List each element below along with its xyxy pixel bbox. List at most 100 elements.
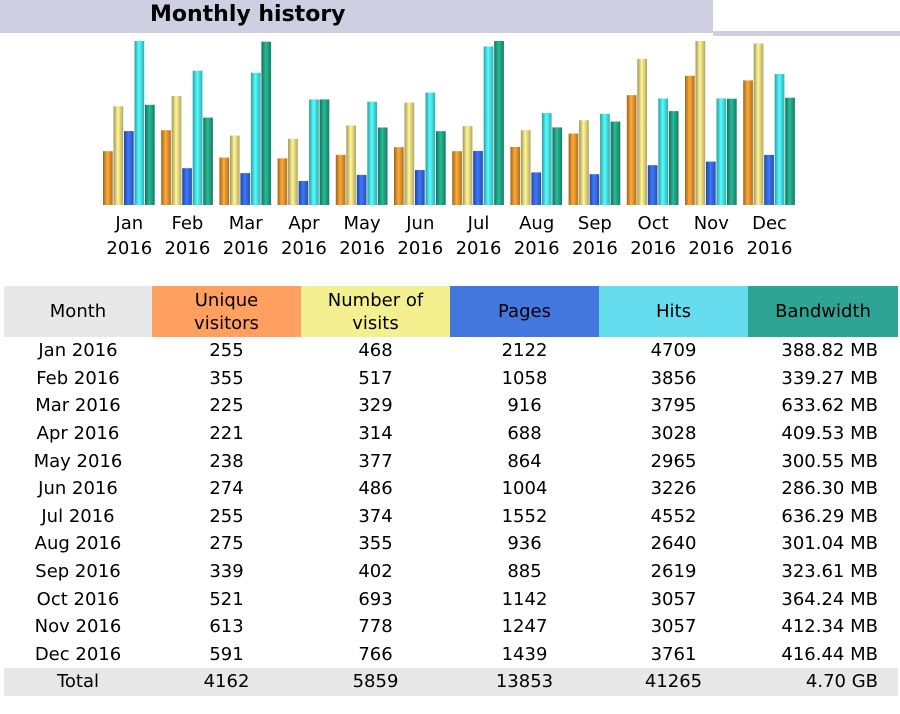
- unique-visitors-bar: [335, 154, 346, 205]
- pages-bar: [531, 172, 542, 205]
- x-tick-label-month: Apr: [288, 213, 320, 234]
- bandwidth-cell: 412.34 MB: [781, 616, 878, 638]
- pages-bar: [706, 161, 716, 205]
- visits-bar: [579, 120, 589, 205]
- header-number-of-visits: Number of visits: [301, 286, 450, 337]
- month-cell: Mar 2016: [35, 395, 121, 417]
- bandwidth-cell: 416.44 MB: [781, 643, 878, 665]
- pages-cell: 2122: [501, 340, 548, 362]
- x-tick-label-month: Jan: [114, 213, 143, 234]
- x-tick-label-month: Oct: [638, 213, 669, 234]
- visits-bar: [288, 138, 298, 205]
- hits-cell: 3226: [650, 478, 697, 500]
- total-bandwidth-cell: 4.70 GB: [748, 668, 898, 696]
- total-visits-cell: 5859: [301, 668, 450, 696]
- month-cell: Oct 2016: [36, 588, 120, 610]
- pages-bar: [764, 154, 774, 205]
- hits-bar: [425, 92, 436, 205]
- x-tick-label-year: 2016: [397, 238, 443, 259]
- hits-bar: [600, 113, 610, 205]
- monthly-history-chart: Jan 2016 Feb 2016 Mar 2016 Apr 2016 May 2016 Jun 20…: [103, 41, 795, 259]
- month-cell: Feb 2016: [36, 367, 120, 389]
- hits-cell: 4552: [650, 505, 697, 527]
- month-cell: Sep 2016: [35, 561, 121, 583]
- table-row: May 2016 238 377 864 2965 300.55 MB: [4, 447, 898, 475]
- unique-visitors-bar: [626, 95, 637, 205]
- hits-cell: 3057: [650, 588, 697, 610]
- visits-cell: 329: [358, 395, 393, 417]
- page-title: Monthly history: [150, 2, 346, 27]
- visits-cell: 517: [358, 367, 393, 389]
- visits-cell: 468: [358, 340, 393, 362]
- header-month: Month: [4, 286, 152, 337]
- unique-visitors-bar: [743, 80, 753, 205]
- unique-visitors-cell: 339: [209, 561, 244, 583]
- x-tick-label-month: Aug: [519, 213, 554, 234]
- unique-visitors-cell: 238: [209, 450, 244, 472]
- table-row: Feb 2016 355 517 1058 3856 339.27 MB: [4, 365, 898, 393]
- unique-visitors-cell: 613: [209, 616, 244, 638]
- total-hits-cell: 41265: [599, 668, 748, 696]
- bandwidth-cell: 339.27 MB: [781, 367, 878, 389]
- hits-cell: 2619: [650, 561, 697, 583]
- hits-bar: [658, 98, 668, 205]
- x-tick-label-month: Nov: [694, 213, 729, 234]
- total-row: Total 4162 5859 13853 41265 4.70 GB: [4, 668, 898, 696]
- month-cell: May 2016: [33, 450, 123, 472]
- x-tick-label-month: Feb: [171, 213, 203, 234]
- visits-bar: [404, 102, 415, 205]
- bandwidth-cell: 388.82 MB: [781, 340, 878, 362]
- hits-bar: [774, 74, 785, 205]
- pages-cell: 864: [507, 450, 542, 472]
- monthly-stats-table: Month Unique visitors Number of visits P…: [4, 286, 898, 696]
- pages-cell: 885: [507, 561, 542, 583]
- pages-bar: [356, 174, 367, 205]
- bandwidth-cell: 409.53 MB: [781, 423, 878, 445]
- visits-bar: [753, 43, 764, 205]
- x-tick-label-year: 2016: [223, 238, 269, 259]
- x-tick-label-year: 2016: [456, 238, 502, 259]
- pages-cell: 1439: [501, 643, 548, 665]
- hits-cell: 3028: [650, 423, 697, 445]
- table-row: Dec 2016 591 766 1439 3761 416.44 MB: [4, 641, 898, 669]
- month-cell: Apr 2016: [36, 423, 120, 445]
- x-tick-label-year: 2016: [572, 238, 618, 259]
- table-row: Jan 2016 255 468 2122 4709 388.82 MB: [4, 337, 898, 365]
- bandwidth-cell: 633.62 MB: [781, 395, 878, 417]
- x-tick-label-month: Jul: [467, 213, 490, 234]
- visits-bar: [346, 125, 356, 205]
- month-cell: Aug 2016: [34, 533, 122, 555]
- x-tick-label-year: 2016: [747, 238, 793, 259]
- pages-cell: 1247: [501, 616, 548, 638]
- hits-cell: 3856: [650, 367, 697, 389]
- x-tick-label-year: 2016: [106, 238, 152, 259]
- x-tick-label-year: 2016: [281, 238, 327, 259]
- header-unique-visitors: Unique visitors: [152, 286, 301, 337]
- unique-visitors-bar: [161, 130, 171, 205]
- pages-cell: 1552: [501, 505, 548, 527]
- header-visits-line2: visits: [352, 312, 399, 334]
- bandwidth-bar: [785, 97, 795, 205]
- bandwidth-bar: [610, 121, 621, 205]
- table-header-row: Month Unique visitors Number of visits P…: [4, 286, 898, 337]
- x-tick-label-year: 2016: [514, 238, 560, 259]
- total-unique-visitors-cell: 4162: [152, 668, 301, 696]
- hits-bar: [367, 101, 377, 205]
- bandwidth-bar: [145, 104, 155, 205]
- pages-cell: 936: [507, 533, 542, 555]
- hits-bar: [716, 98, 727, 205]
- visits-bar: [229, 135, 240, 205]
- unique-visitors-bar: [219, 157, 230, 205]
- pages-bar: [415, 170, 425, 205]
- bandwidth-bar: [203, 117, 213, 205]
- header-bandwidth: Bandwidth: [748, 286, 898, 337]
- pages-cell: 688: [507, 423, 542, 445]
- month-cell: Jan 2016: [38, 340, 118, 362]
- unique-visitors-cell: 225: [209, 395, 244, 417]
- table-row: Apr 2016 221 314 688 3028 409.53 MB: [4, 420, 898, 448]
- visits-cell: 693: [358, 588, 393, 610]
- bandwidth-cell: 323.61 MB: [781, 561, 878, 583]
- unique-visitors-cell: 255: [209, 340, 244, 362]
- hits-bar: [250, 72, 261, 205]
- hits-bar: [134, 41, 145, 205]
